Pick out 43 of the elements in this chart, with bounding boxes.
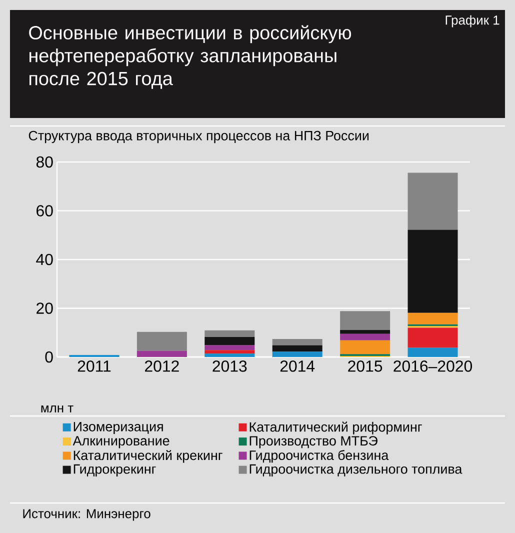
y-axis-title: млн т bbox=[41, 406, 74, 412]
y-tick-label: 40 bbox=[36, 254, 53, 266]
text: График 1 bbox=[446, 15, 500, 28]
x-tick-label: 2016–2020 bbox=[394, 360, 472, 372]
x-tick-label: 2011 bbox=[78, 360, 111, 372]
bar bbox=[204, 350, 255, 354]
text: Источник: Минэнерго bbox=[23, 509, 150, 521]
bar bbox=[272, 345, 322, 352]
x-tick-label: 2014 bbox=[280, 360, 315, 372]
legend-label: Изомеризация bbox=[74, 422, 163, 434]
bar bbox=[408, 172, 458, 230]
x-tick-label: 2012 bbox=[145, 360, 179, 372]
chart-title: Основные инвестиции в российскую нефтепереработку запланированы после 2015 года bbox=[29, 25, 352, 89]
legend-label: Каталитический крекинг bbox=[74, 450, 222, 463]
bar bbox=[204, 330, 255, 338]
legend-label: Гидроочистка дизельного топлива bbox=[250, 464, 462, 476]
y-tick-label: 0 bbox=[45, 351, 53, 363]
bar bbox=[408, 348, 458, 357]
legend-label: Производство МТБЭ bbox=[250, 436, 378, 448]
bar bbox=[340, 311, 390, 330]
bar bbox=[408, 312, 458, 324]
x-tick-label: 2015 bbox=[348, 360, 382, 372]
bar bbox=[340, 330, 390, 334]
bar bbox=[340, 334, 390, 340]
bar bbox=[272, 338, 322, 346]
y-tick-label: 20 bbox=[36, 302, 53, 314]
bar bbox=[408, 328, 458, 348]
bar bbox=[408, 230, 458, 313]
bar bbox=[204, 354, 255, 357]
bar bbox=[204, 345, 255, 350]
x-tick-label: 2013 bbox=[212, 360, 247, 372]
bar bbox=[204, 337, 255, 346]
legend-label: Гидроочистка бензина bbox=[250, 450, 389, 463]
bar bbox=[272, 352, 322, 357]
chart-subtitle: Структура ввода вторичных процессов на НПЗ России bbox=[28, 130, 369, 144]
y-tick-label: 80 bbox=[36, 156, 53, 168]
bar bbox=[136, 332, 187, 351]
legend-label: Гидрокрекинг bbox=[74, 464, 156, 476]
bar bbox=[136, 350, 187, 357]
y-tick-label: 60 bbox=[36, 205, 53, 216]
legend-label: Алкинирование bbox=[72, 436, 170, 448]
legend-label: Каталитический риформинг bbox=[250, 422, 422, 434]
bar bbox=[340, 340, 390, 354]
